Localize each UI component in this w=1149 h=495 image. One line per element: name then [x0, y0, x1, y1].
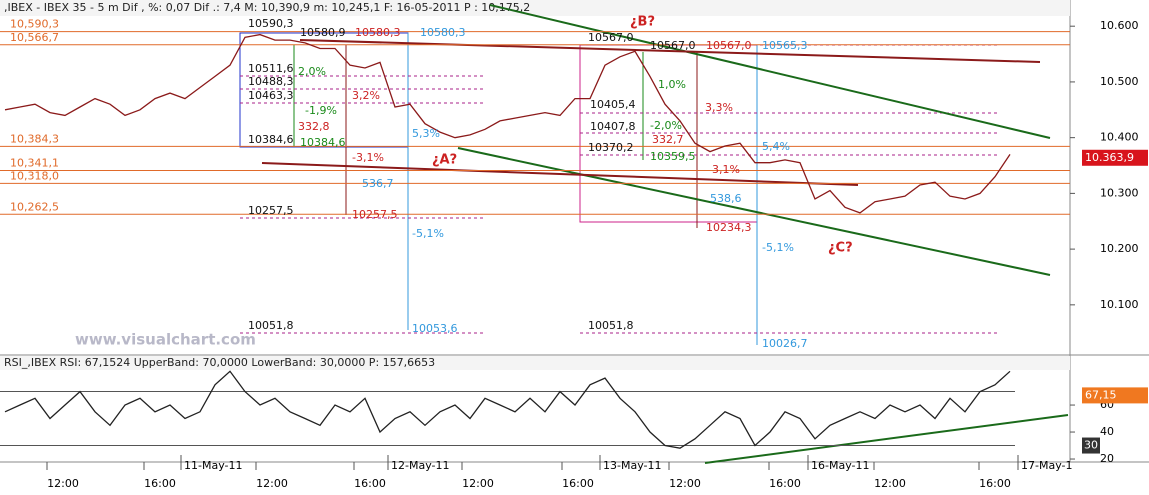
- annotation: 3,2%: [352, 89, 380, 102]
- trend-line: [489, 4, 1051, 139]
- annotation: 10488,3: [248, 75, 294, 88]
- header-bar: [0, 356, 1070, 370]
- annotation: -1,9%: [305, 104, 337, 117]
- trend-line: [704, 414, 1069, 464]
- band-label-box: [1082, 437, 1100, 454]
- annotation: 10407,8: [590, 120, 636, 133]
- y-tick-label: 20: [1100, 452, 1114, 465]
- annotation: 10590,3: [248, 17, 294, 30]
- y-tick-label: 10.200: [1100, 242, 1139, 255]
- chart-title: RSI_,IBEX RSI: 67,1524 UpperBand: 70,000…: [4, 356, 435, 369]
- date-label: 13-May-11: [603, 459, 661, 472]
- annotation: 10234,3: [706, 221, 752, 234]
- date-label: 17-May-1: [1021, 459, 1072, 472]
- y-tick-label: 10.300: [1100, 186, 1139, 199]
- date-label: 12-May-11: [391, 459, 449, 472]
- level-label: 10,384,3: [10, 132, 59, 145]
- annotation: -3,1%: [352, 151, 384, 164]
- annotation: 10567,0: [706, 39, 752, 52]
- annotation: 10257,5: [352, 208, 398, 221]
- x-tick-label: 16:00: [979, 477, 1011, 490]
- trend-line: [261, 162, 859, 186]
- annotation: ¿C?: [828, 241, 853, 256]
- annotation: 10051,8: [588, 319, 634, 332]
- annotation: 10384,6: [300, 136, 346, 149]
- annotation: -2,0%: [650, 119, 682, 132]
- price-line: [4, 33, 1011, 214]
- annotation: 10567,0: [588, 31, 634, 44]
- annotation: 3,1%: [712, 163, 740, 176]
- watermark: www.visualchart.com: [75, 331, 256, 349]
- last-value-box: [1082, 387, 1148, 404]
- date-label: 16-May-11: [811, 459, 869, 472]
- annotation: 10580,9: [300, 26, 346, 39]
- annotation: 332,7: [652, 133, 684, 146]
- annotation: 10384,6: [248, 133, 294, 146]
- annotation: 10565,3: [762, 39, 808, 52]
- annotation: 5,4%: [762, 140, 790, 153]
- annotation: 10053,6: [412, 322, 458, 335]
- y-tick-label: 40: [1100, 425, 1114, 438]
- annotation: -5,1%: [762, 241, 794, 254]
- annotation: 10370,2: [588, 141, 634, 154]
- level-label: 10,262,5: [10, 200, 59, 213]
- trend-line: [457, 147, 1051, 276]
- annotation: 536,7: [362, 177, 394, 190]
- x-tick-label: 12:00: [462, 477, 494, 490]
- annotation: 332,8: [298, 120, 330, 133]
- annotation: ¿A?: [432, 153, 457, 168]
- x-tick-label: 12:00: [256, 477, 288, 490]
- level-label: 10,341,1: [10, 156, 59, 169]
- annotation: 10359,5: [650, 150, 696, 163]
- price-line: [4, 370, 1011, 449]
- annotation: -5,1%: [412, 227, 444, 240]
- last-value-label: 67,15: [1085, 388, 1117, 401]
- x-tick-label: 16:00: [769, 477, 801, 490]
- drawings: [239, 4, 1069, 464]
- annotation: 5,3%: [412, 127, 440, 140]
- trend-line: [299, 39, 1041, 63]
- annotation: 10026,7: [762, 337, 808, 350]
- x-tick-label: 12:00: [669, 477, 701, 490]
- last-value-label: 10.363,9: [1085, 151, 1134, 164]
- x-tick-label: 16:00: [562, 477, 594, 490]
- y-tick-label: 10.100: [1100, 298, 1139, 311]
- x-tick-label: 12:00: [47, 477, 79, 490]
- chart-title: ,IBEX - IBEX 35 - 5 m Dif , %: 0,07 Dif …: [4, 1, 530, 14]
- annotation: 3,3%: [705, 101, 733, 114]
- annotation: 2,0%: [298, 65, 326, 78]
- level-label: 10,566,7: [10, 31, 59, 44]
- annotation: 10580,3: [355, 26, 401, 39]
- header-bar: [0, 0, 1070, 16]
- annotation: 10257,5: [248, 204, 294, 217]
- last-value-box: [1082, 149, 1148, 166]
- annotation: 1,0%: [658, 78, 686, 91]
- y-tick-label: 10.400: [1100, 131, 1139, 144]
- y-tick-label: 10.600: [1100, 19, 1139, 32]
- date-label: 11-May-11: [184, 459, 242, 472]
- x-tick-label: 12:00: [874, 477, 906, 490]
- y-tick-label: 10.500: [1100, 75, 1139, 88]
- annotation: ¿B?: [630, 15, 655, 30]
- annotation: 538,6: [710, 192, 742, 205]
- x-tick-label: 16:00: [144, 477, 176, 490]
- annotation: 10051,8: [248, 319, 294, 332]
- annotation: 10580,3: [420, 26, 466, 39]
- level-label: 10,318,0: [10, 169, 59, 182]
- band-label: 30: [1084, 439, 1098, 452]
- annotation: 10463,3: [248, 89, 294, 102]
- annotation: 10567,0: [650, 39, 696, 52]
- annotation: 10511,6: [248, 62, 294, 75]
- annotation: 10405,4: [590, 98, 636, 111]
- level-label: 10,590,3: [10, 18, 59, 31]
- x-tick-label: 16:00: [354, 477, 386, 490]
